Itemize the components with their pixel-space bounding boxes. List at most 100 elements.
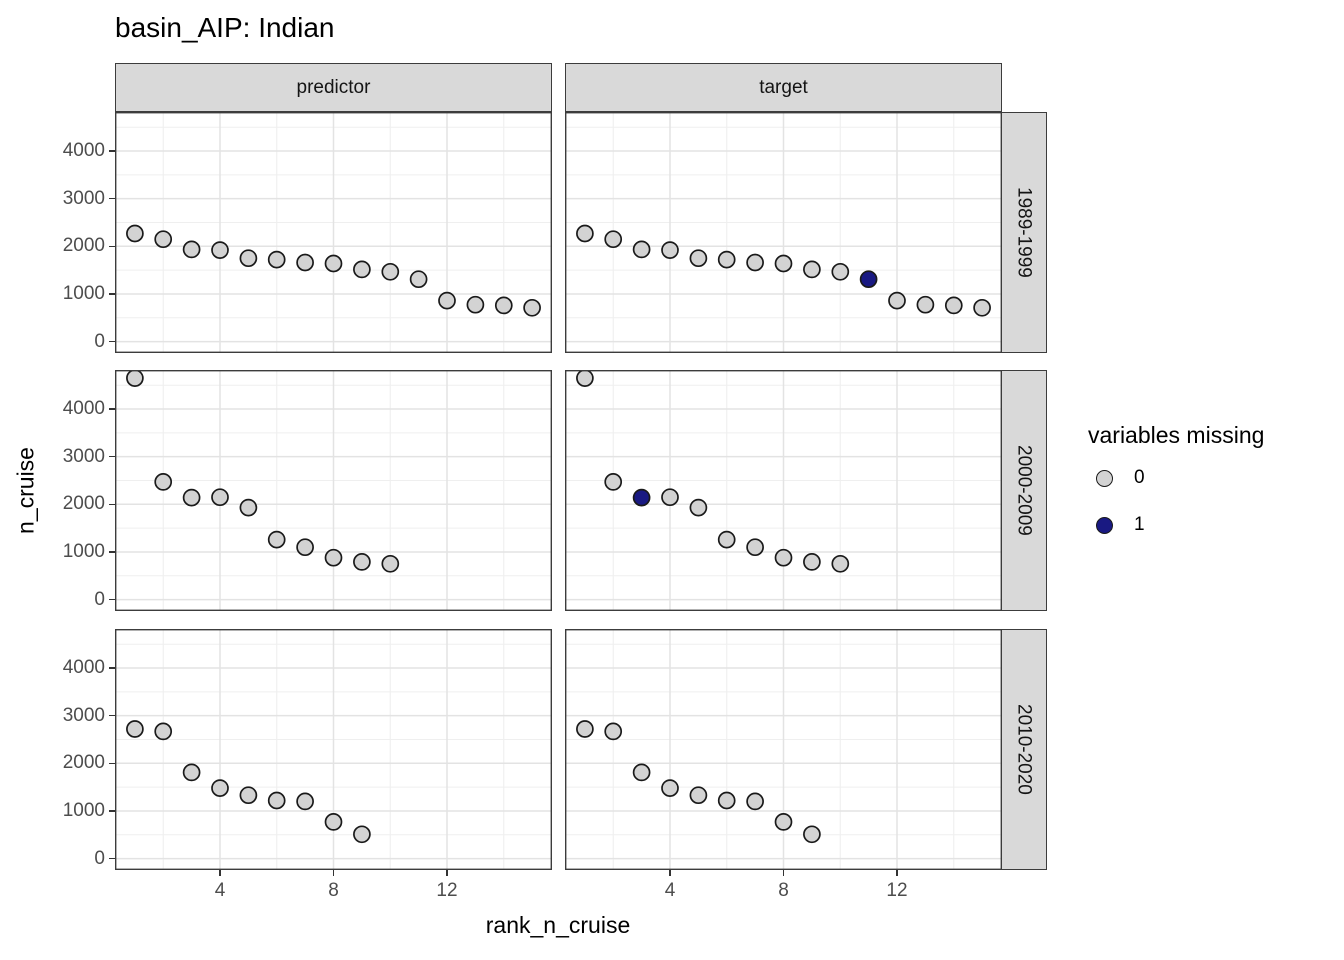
data-point — [803, 260, 821, 279]
facet-row-label-2010-2020: 2010-2020 — [1013, 704, 1035, 795]
data-point — [267, 250, 286, 269]
y-tick-mark — [109, 857, 115, 860]
data-point — [296, 538, 314, 557]
data-point — [267, 791, 286, 810]
data-point — [689, 249, 708, 268]
data-point — [381, 262, 400, 281]
data-point — [126, 224, 144, 243]
data-point — [154, 473, 173, 491]
legend-item-0-label: 0 — [1134, 467, 1145, 488]
data-point — [803, 553, 821, 571]
legend-title: variables missing — [1088, 422, 1265, 448]
data-point — [239, 786, 258, 805]
panel-predictor-2010-2020 — [115, 629, 552, 870]
data-point — [239, 249, 258, 268]
data-point — [973, 298, 991, 317]
x-tick-mark — [332, 870, 335, 876]
data-point — [296, 253, 314, 272]
data-point — [746, 792, 764, 811]
data-point — [324, 254, 343, 273]
panel-target-2000-2009 — [565, 370, 1002, 611]
data-point — [944, 296, 963, 315]
panel-predictor-1989-1999 — [115, 112, 552, 353]
plot-title: basin_AIP: Indian — [115, 12, 335, 43]
facet-row-label-2000-2009: 2000-2009 — [1013, 445, 1035, 536]
data-point — [296, 792, 314, 811]
data-point — [494, 296, 513, 315]
y-tick-label: 1000 — [62, 282, 105, 304]
data-point — [831, 262, 850, 281]
y-tick-mark — [109, 810, 115, 812]
data-point — [717, 530, 736, 549]
y-tick-mark — [109, 150, 115, 152]
data-point — [182, 240, 201, 259]
facet-row-strip-2010-2020: 2010-2020 — [1000, 629, 1047, 870]
legend-item-0: 0 — [1096, 467, 1145, 489]
data-point — [324, 548, 343, 567]
data-point — [717, 791, 736, 810]
data-point — [746, 538, 764, 557]
data-point — [661, 488, 679, 507]
data-point — [888, 291, 906, 310]
data-point — [126, 720, 144, 738]
y-tick-mark — [109, 408, 115, 410]
y-tick-label: 0 — [94, 330, 105, 352]
data-point — [632, 240, 651, 259]
x-tick-label: 4 — [664, 880, 676, 901]
data-point — [523, 298, 541, 317]
data-point — [182, 763, 201, 782]
data-point — [661, 779, 679, 797]
data-point — [717, 250, 736, 269]
y-tick-label: 3000 — [62, 704, 105, 726]
facet-col-label-target: target — [759, 76, 808, 98]
x-tick-label: 4 — [214, 880, 226, 901]
x-tick-label: 12 — [436, 880, 458, 901]
y-tick-mark — [109, 293, 115, 295]
y-tick-label: 1000 — [62, 540, 105, 562]
legend-item-1-label: 1 — [1134, 514, 1145, 535]
data-point — [632, 763, 651, 782]
data-point — [211, 241, 229, 259]
facet-row-label-1989-1999: 1989-1999 — [1013, 187, 1035, 278]
data-point — [689, 786, 708, 805]
facet-row-strip-1989-1999: 1989-1999 — [1000, 112, 1047, 353]
facet-col-strip-predictor: predictor — [115, 63, 552, 112]
facet-row-strip-2000-2009: 2000-2009 — [1000, 370, 1047, 611]
data-point — [381, 554, 400, 573]
data-point — [154, 230, 173, 249]
y-tick-mark — [109, 340, 115, 343]
x-tick-mark — [669, 870, 671, 876]
x-tick-mark — [782, 870, 785, 876]
data-point — [409, 270, 428, 289]
data-point — [154, 722, 173, 741]
y-tick-label: 2000 — [62, 235, 105, 257]
data-point — [239, 498, 258, 517]
data-point — [916, 295, 935, 314]
y-tick-mark — [109, 503, 115, 506]
panel-predictor-2000-2009 — [115, 370, 552, 611]
data-point — [774, 813, 793, 831]
data-point — [774, 548, 793, 567]
y-tick-label: 4000 — [62, 398, 105, 420]
legend-item-1: 1 — [1096, 514, 1145, 536]
y-tick-label: 3000 — [62, 445, 105, 467]
data-point — [438, 291, 456, 310]
data-point — [746, 253, 764, 272]
y-tick-label: 2000 — [62, 752, 105, 774]
legend: variables missing 0 1 — [1088, 422, 1265, 535]
y-tick-mark — [109, 667, 115, 669]
facet-col-strip-target: target — [565, 63, 1002, 112]
y-tick-label: 4000 — [62, 140, 105, 162]
y-tick-label: 0 — [94, 847, 105, 869]
data-point — [859, 270, 878, 289]
data-point — [576, 720, 594, 738]
legend-key-1-icon — [1096, 516, 1113, 534]
x-tick-mark — [219, 870, 221, 876]
y-tick-label: 4000 — [62, 657, 105, 679]
y-tick-mark — [109, 762, 115, 765]
y-axis-title: n_cruise — [12, 447, 39, 534]
data-point — [803, 825, 821, 844]
data-point — [126, 370, 144, 387]
facet-col-label-predictor: predictor — [296, 76, 371, 98]
